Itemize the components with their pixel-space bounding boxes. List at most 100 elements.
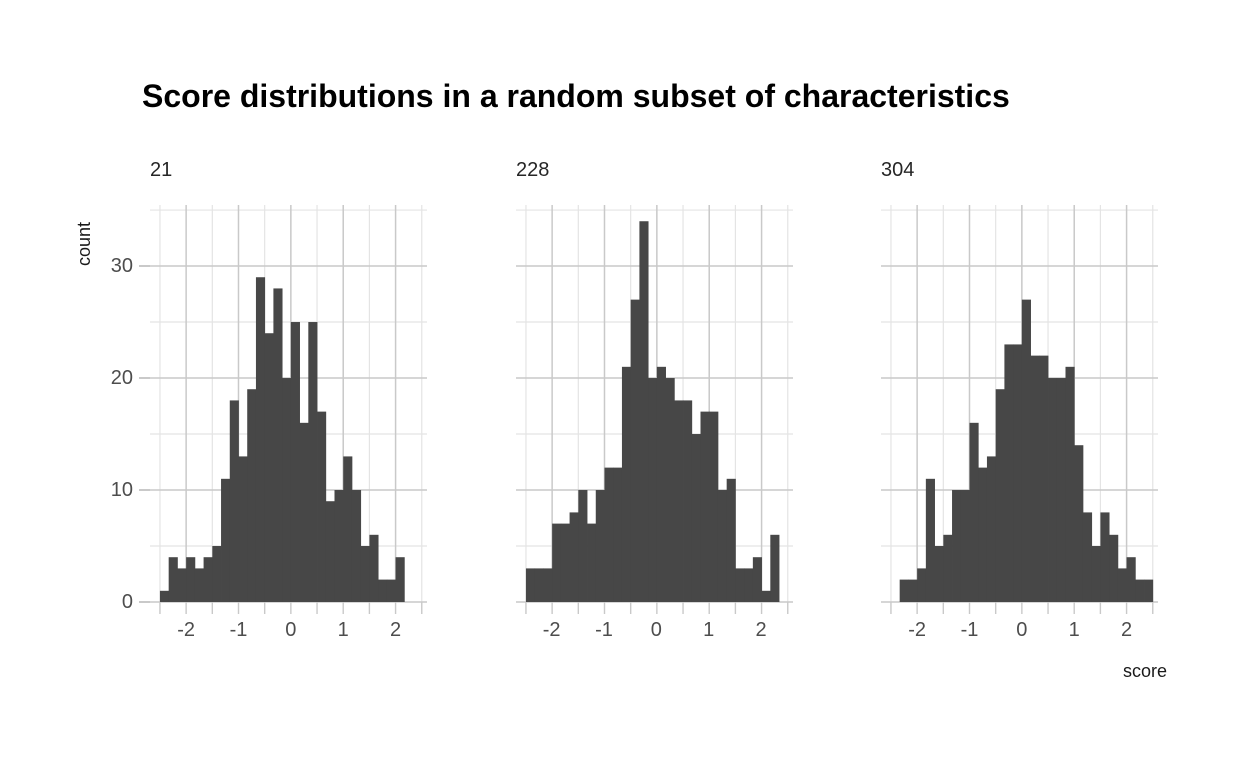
histogram-bar bbox=[273, 288, 283, 602]
histogram-bar bbox=[586, 523, 596, 602]
histogram-bar bbox=[325, 501, 335, 602]
histogram-bar bbox=[1126, 557, 1136, 602]
histogram-bar bbox=[360, 546, 370, 602]
x-axis-label: score bbox=[1122, 661, 1167, 681]
histogram-bar bbox=[308, 322, 318, 602]
y-tick-label: 10 bbox=[110, 479, 133, 501]
histogram-bar bbox=[1082, 512, 1093, 602]
histogram-bar bbox=[343, 456, 353, 602]
x-tick-label: 1 bbox=[337, 619, 349, 641]
histogram-bar bbox=[290, 322, 300, 602]
histogram-bar bbox=[734, 568, 745, 602]
histogram-bar bbox=[969, 422, 979, 602]
facet-label-1: 21 bbox=[150, 159, 173, 181]
histogram-bar bbox=[1039, 355, 1049, 602]
histogram-bar bbox=[369, 534, 379, 602]
chart-title: Score distributions in a random subset o… bbox=[142, 78, 1010, 114]
y-tick-label: 0 bbox=[121, 591, 133, 613]
histogram-bar bbox=[647, 378, 657, 602]
histogram-bar bbox=[630, 299, 640, 602]
facet-label-2: 228 bbox=[516, 159, 550, 181]
x-tick-label: 0 bbox=[1016, 619, 1028, 641]
histogram-bar bbox=[1144, 579, 1154, 602]
histogram-bar bbox=[899, 579, 909, 602]
histogram-bar bbox=[621, 366, 631, 602]
histogram-bar bbox=[960, 490, 970, 602]
histogram-bar bbox=[542, 568, 553, 602]
histogram-bar bbox=[299, 422, 309, 602]
axis-tick-y bbox=[139, 377, 150, 379]
histogram-bar bbox=[551, 523, 561, 602]
x-tick-label: -2 bbox=[908, 619, 927, 641]
histogram-bar bbox=[1109, 534, 1119, 602]
x-tick-label: 1 bbox=[703, 619, 715, 641]
histogram-bar bbox=[317, 411, 327, 602]
histogram-bar bbox=[378, 579, 388, 602]
x-tick-label: -2 bbox=[177, 619, 196, 641]
histogram-bar bbox=[761, 590, 771, 602]
histogram-bar bbox=[264, 333, 274, 602]
histogram-bar bbox=[229, 400, 239, 602]
histogram-bar bbox=[1074, 445, 1084, 602]
axis-tick-y bbox=[139, 601, 150, 603]
histogram-bar bbox=[1021, 299, 1031, 602]
histogram-bar bbox=[908, 579, 918, 602]
histogram-bar bbox=[221, 478, 231, 602]
histogram-bar bbox=[1048, 378, 1058, 602]
x-tick-label: -2 bbox=[542, 619, 561, 641]
histogram-bar bbox=[168, 557, 178, 602]
histogram-bar bbox=[577, 490, 587, 602]
histogram-bar bbox=[1013, 344, 1023, 602]
histogram-bar bbox=[1117, 568, 1127, 602]
histogram-bar bbox=[665, 378, 675, 602]
histogram-bar bbox=[603, 467, 614, 602]
histogram-bar bbox=[1065, 366, 1075, 602]
axis-tick-y bbox=[139, 265, 150, 267]
histogram-bar bbox=[1056, 378, 1066, 602]
histogram-bar bbox=[534, 568, 544, 602]
histogram-bar bbox=[247, 389, 257, 602]
histogram-bar bbox=[282, 378, 292, 602]
histogram-bar bbox=[986, 456, 997, 602]
histogram-bar bbox=[673, 400, 683, 602]
histogram-bar bbox=[177, 568, 187, 602]
histogram-bar bbox=[934, 546, 944, 602]
x-tick-label: 2 bbox=[755, 619, 767, 641]
histogram-bar bbox=[699, 411, 710, 602]
histogram-bar bbox=[595, 490, 605, 602]
histogram-bar bbox=[682, 400, 692, 602]
histogram-bar bbox=[255, 277, 266, 602]
histogram-bar bbox=[1100, 512, 1110, 602]
histogram-bar bbox=[212, 546, 222, 602]
histogram-bar bbox=[917, 568, 927, 602]
histogram-bar bbox=[638, 221, 649, 603]
histogram-bar bbox=[159, 590, 170, 602]
histogram-bar bbox=[743, 568, 753, 602]
histogram-bar bbox=[978, 467, 988, 602]
y-tick-label: 30 bbox=[110, 255, 133, 278]
histogram-bar bbox=[952, 490, 962, 602]
histogram-bar bbox=[943, 534, 953, 602]
histogram-bar bbox=[1091, 546, 1101, 602]
y-tick-label: 20 bbox=[110, 367, 133, 390]
histogram-bar bbox=[334, 490, 344, 602]
histogram-bar bbox=[752, 557, 762, 602]
histogram-bar bbox=[386, 579, 396, 602]
x-tick-label: 0 bbox=[285, 619, 297, 641]
x-tick-label: -1 bbox=[595, 619, 613, 641]
histogram-bar bbox=[612, 467, 622, 602]
x-tick-label: 1 bbox=[1068, 619, 1080, 641]
facet-plot-svg bbox=[150, 205, 427, 614]
x-tick-label: 2 bbox=[1121, 619, 1133, 641]
histogram-bar bbox=[186, 557, 196, 602]
histogram-bar bbox=[925, 478, 935, 602]
x-tick-label: -1 bbox=[229, 619, 248, 641]
histogram-bar bbox=[656, 366, 666, 602]
histogram-bar bbox=[1135, 579, 1145, 602]
facet-plot-svg bbox=[881, 205, 1158, 614]
histogram-bar bbox=[525, 568, 535, 602]
histogram-bar bbox=[691, 434, 701, 602]
histogram-bar bbox=[395, 557, 405, 602]
histogram-bar bbox=[726, 478, 736, 602]
